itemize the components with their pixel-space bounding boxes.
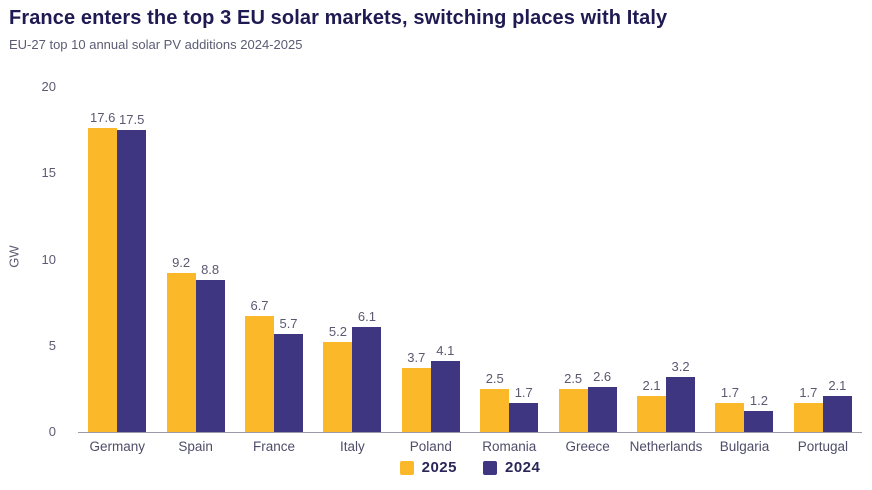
bar-value-label: 5.2 [328,324,347,340]
bar-group-greece: 2.5 2.6 [548,87,626,432]
bar-value-label: 2.5 [564,370,583,386]
bar-value-label: 8.8 [201,262,220,278]
bar-group-bulgaria: 1.7 1.2 [705,87,783,432]
x-category-label-france: France [253,439,296,454]
bar-2025-netherlands [637,395,667,432]
barwrap-2024-greece: 2.6 [587,87,617,432]
bar-2024-germany [117,130,147,432]
bar-2024-romania [509,402,539,432]
bar-2025-spain [166,273,196,432]
chart-subtitle: EU-27 top 10 annual solar PV additions 2… [9,37,303,52]
barwrap-2025-bulgaria: 1.7 [715,87,745,432]
barwrap-2024-spain: 8.8 [195,87,225,432]
barwrap-2025-france: 6.7 [245,87,275,432]
barwrap-2024-poland: 4.1 [430,87,460,432]
bar-value-label: 1.7 [799,384,818,400]
bar-value-label: 2.6 [593,369,612,385]
bar-value-label: 3.7 [407,350,426,366]
legend-item-2024: 2024 [483,459,540,476]
bar-2024-bulgaria [744,411,774,432]
x-axis-labels: Germany Spain France Italy Poland Romania Gree… [78,439,862,454]
bar-2025-romania [480,388,510,432]
bar-group-romania: 2.5 1.7 [470,87,548,432]
bar-value-label: 17.5 [119,112,145,128]
bar-value-label: 1.7 [514,384,533,400]
bar-value-label: 1.7 [720,384,739,400]
barwrap-2025-romania: 2.5 [480,87,510,432]
barwrap-2025-netherlands: 2.1 [637,87,667,432]
bar-group-portugal: 1.7 2.1 [784,87,862,432]
barwrap-2025-poland: 3.7 [401,87,431,432]
bar-2025-poland [401,368,431,432]
x-category-label-italy: Italy [340,439,365,454]
chart-title: France enters the top 3 EU solar markets… [9,7,668,29]
legend-label-2024: 2024 [505,459,541,476]
x-category-label-poland: Poland [409,439,452,454]
barwrap-2024-germany: 17.5 [117,87,147,432]
bar-2025-portugal [793,402,823,432]
barwrap-2025-italy: 5.2 [323,87,353,432]
bar-2024-italy [352,326,382,432]
bar-2024-poland [430,361,460,432]
x-category-label-romania: Romania [482,439,537,454]
legend-swatch-2024 [483,460,497,475]
bar-2025-bulgaria [715,402,745,432]
bar-value-label: 4.1 [436,343,455,359]
bar-value-label: 6.7 [250,298,269,314]
y-tick-label: 0 [48,424,56,439]
barwrap-2024-bulgaria: 1.2 [744,87,774,432]
barwrap-2025-greece: 2.5 [558,87,588,432]
x-category-label-netherlands: Netherlands [629,439,703,454]
bar-2025-germany [88,128,118,432]
legend-item-2025: 2025 [399,459,457,476]
legend: 2025 2024 [78,459,862,476]
bar-2024-spain [195,280,225,432]
bar-group-poland: 3.7 4.1 [392,87,470,432]
barwrap-2024-romania: 1.7 [509,87,539,432]
bar-value-label: 2.5 [485,370,504,386]
barwrap-2025-spain: 9.2 [166,87,196,432]
x-category-label-bulgaria: Bulgaria [719,439,770,454]
y-tick-label: 15 [41,165,56,181]
x-category-label-greece: Greece [565,439,610,454]
x-category-label-spain: Spain [178,439,213,454]
bar-2024-portugal [822,395,852,432]
y-tick-label: 20 [41,79,56,94]
legend-label-2025: 2025 [421,459,457,476]
plot-area: 17.6 17.5 9.2 8.8 6.7 5.7 5.2 6.1 3.7 4.1 2.5 1.7 2.… [78,87,862,433]
barwrap-2024-portugal: 2.1 [822,87,852,432]
bar-value-label: 6.1 [357,308,376,324]
bar-value-label: 2.1 [828,377,847,393]
barwrap-2024-italy: 6.1 [352,87,382,432]
bar-group-germany: 17.6 17.5 [78,87,156,432]
bar-group-france: 6.7 5.7 [235,87,313,432]
bar-value-label: 9.2 [172,255,191,271]
bar-value-label: 17.6 [90,110,116,126]
bar-value-label: 1.2 [749,393,768,409]
bar-2025-greece [558,388,588,432]
bar-2025-italy [323,342,353,432]
bar-value-label: 3.2 [671,358,690,374]
bar-group-netherlands: 2.1 3.2 [627,87,705,432]
bar-value-label: 2.1 [642,377,661,393]
bar-2024-netherlands [666,376,696,432]
bar-group-spain: 9.2 8.8 [156,87,234,432]
y-tick-label: 5 [48,337,56,353]
x-category-label-germany: Germany [89,439,145,454]
bar-2024-greece [587,387,617,432]
y-tick-label: 10 [41,251,56,267]
bar-2024-france [274,333,304,432]
barwrap-2024-france: 5.7 [274,87,304,432]
barwrap-2024-netherlands: 3.2 [666,87,696,432]
legend-swatch-2025 [399,460,414,475]
bar-group-italy: 5.2 6.1 [313,87,391,432]
bar-value-label: 5.7 [279,315,298,331]
barwrap-2025-germany: 17.6 [88,87,118,432]
barwrap-2025-portugal: 1.7 [793,87,823,432]
x-category-label-portugal: Portugal [797,439,848,454]
bar-2025-france [245,316,275,432]
